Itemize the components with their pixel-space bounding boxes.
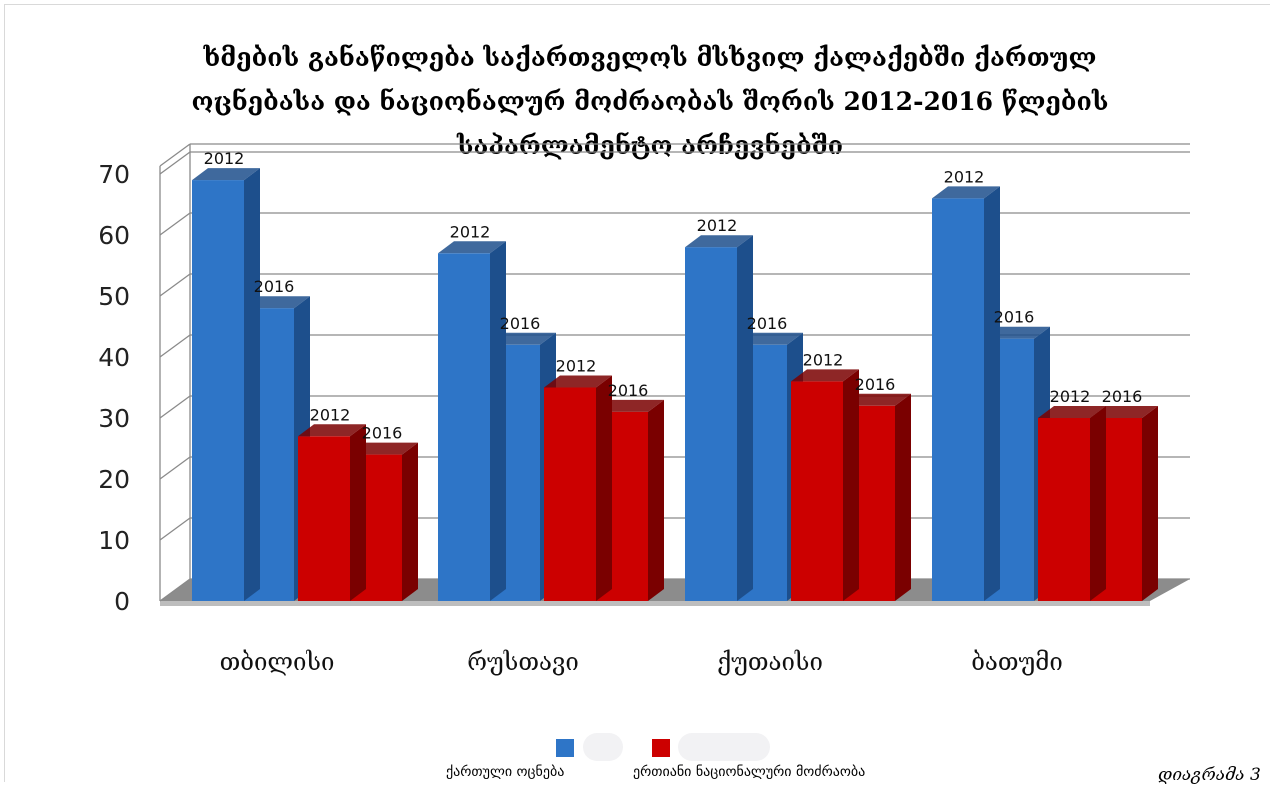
data-label: 2016 [500, 314, 541, 333]
bar-2-0-0-top [685, 235, 753, 248]
bar-0-1-0 [298, 436, 350, 601]
bar-2-1-0 [791, 381, 843, 601]
bar-0-1-1-side [402, 442, 418, 601]
data-label: 2012 [1050, 387, 1091, 406]
data-label: 2012 [310, 405, 351, 424]
chart-title: ხმების განაწილება საქართველოს მსხვილ ქალ… [191, 43, 1109, 160]
bar-0-0-0-side [244, 168, 260, 601]
legend-label-unm: ერთიანი ნაციონალური მოძრაობა [633, 764, 866, 780]
legend: ქართული ოცნება ერთიანი ნაციონალური მოძრა… [0, 730, 1274, 780]
category-label: რუსთავი [467, 648, 579, 676]
bar-3-1-1-side [1142, 406, 1158, 601]
gridline-diag [159, 212, 191, 236]
chart-floor-edge [160, 601, 1150, 606]
bar-3-0-0-side [984, 186, 1000, 601]
bar-0-0-0-top [192, 168, 260, 181]
gridline-diag [159, 143, 191, 167]
bar-2-0-0 [685, 247, 737, 601]
bar-2-1-0-top [791, 369, 859, 382]
data-label: 2012 [450, 222, 491, 241]
gridline-diag [159, 395, 191, 419]
y-tick-label: 30 [98, 404, 130, 433]
legend-swatch-dream [556, 739, 574, 757]
bar-1-0-0-side [490, 241, 506, 602]
data-label: 2012 [803, 350, 844, 369]
gridline-diag [159, 517, 191, 541]
bar-1-1-1-side [648, 399, 664, 601]
bar-1-0-0 [438, 253, 490, 602]
y-tick-label: 50 [98, 282, 130, 311]
bar-3-1-0 [1038, 418, 1090, 601]
gridline-diag [159, 334, 191, 358]
bar-1-1-0 [544, 387, 596, 601]
data-label: 2016 [747, 314, 788, 333]
bar-2-1-1-top [843, 393, 911, 406]
legend-label-dream: ქართული ოცნება [446, 764, 565, 780]
labels-layer: 2016 2012 2016 2012 2016 2012 2016 2012 2016 2012… [204, 149, 1143, 443]
bar-3-0-0 [932, 198, 984, 601]
bar-0-1-0-side [350, 424, 366, 601]
data-label: 2016 [608, 381, 649, 400]
data-label: 2016 [855, 375, 896, 394]
data-label: 2016 [362, 424, 403, 443]
data-label: 2012 [944, 167, 985, 186]
bar-0-1-0-top [298, 424, 366, 437]
bar-2-1-0-side [843, 369, 859, 601]
gridline-diag [159, 578, 191, 602]
y-tick-label: 40 [98, 343, 130, 372]
data-label: 2016 [254, 277, 295, 296]
gridline-diag [159, 273, 191, 297]
axis-layer: 0 10 20 30 40 50 60 70 თბილისი რუსთავი ქუთაისი ბათუ… [98, 144, 1063, 676]
category-label: ქუთაისი [717, 648, 823, 676]
gridline-diag [159, 151, 191, 175]
bar-1-1-1-top [596, 399, 664, 412]
bar-2-0-0-side [737, 235, 753, 601]
category-label: ბათუმი [971, 648, 1063, 676]
data-label: 2016 [1102, 387, 1143, 406]
y-tick-label: 70 [98, 160, 130, 189]
bar-3-0-0-top [932, 186, 1000, 199]
bar-0-0-0 [192, 180, 244, 601]
y-tick-label: 10 [98, 526, 130, 555]
bar-0-1-1-top [350, 442, 418, 455]
category-label: თბილისი [220, 648, 335, 676]
legend-swatch-unm [652, 739, 670, 757]
chart-frame [4, 4, 1270, 782]
figure-caption: დიაგრამა 3 [1158, 765, 1261, 785]
bar-2-1-1-side [895, 393, 911, 601]
gridline-diag [159, 456, 191, 480]
bar-1-0-0-top [438, 241, 506, 254]
bar-1-1-0-side [596, 375, 612, 601]
bar-1-1-0-top [544, 375, 612, 388]
legend-blur-1 [583, 733, 623, 761]
bar-3-1-0-side [1090, 406, 1106, 601]
y-tick-label: 0 [114, 587, 130, 616]
bars-layer [192, 168, 1158, 602]
y-tick-label: 60 [98, 221, 130, 250]
bar-3-1-1-top [1090, 406, 1158, 418]
data-label: 2012 [697, 216, 738, 235]
data-label: 2012 [556, 357, 597, 376]
data-label: 2016 [994, 308, 1035, 327]
legend-blur-2 [678, 733, 770, 761]
bar-3-1-0-top [1038, 406, 1106, 418]
data-label: 2012 [204, 149, 245, 168]
y-tick-label: 20 [98, 465, 130, 494]
